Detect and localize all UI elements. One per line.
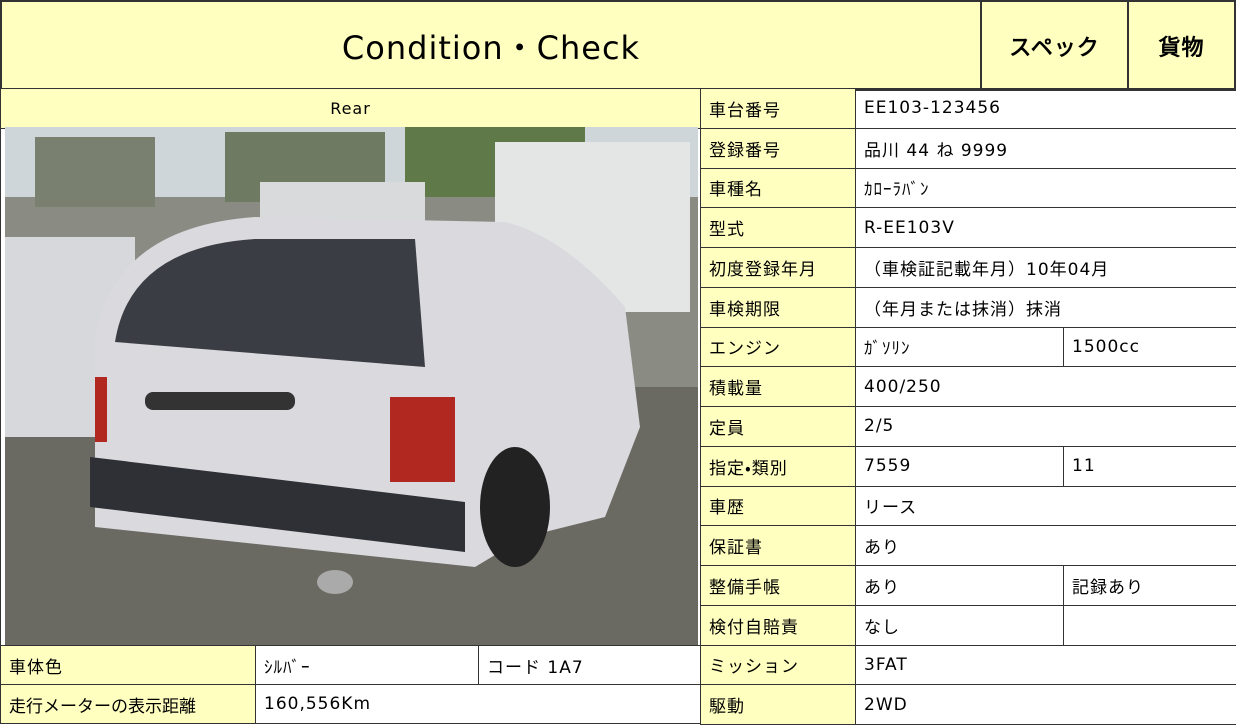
photo-panel: Rear: [0, 88, 701, 129]
photo-caption: Rear: [1, 89, 701, 129]
label: 車歴: [701, 486, 856, 526]
label: 指定・類別: [701, 446, 856, 486]
label: 初度登録年月: [701, 248, 856, 288]
value: 160,556Km: [256, 685, 702, 724]
tab[interactable]: スペック: [981, 1, 1128, 90]
value: R-EE103V: [856, 208, 1236, 248]
value: ｼﾙﾊﾞｰ: [256, 646, 479, 685]
value: ｶﾞｿﾘﾝ: [856, 327, 1064, 367]
label: 保証書: [701, 526, 856, 566]
value: あり: [856, 566, 1064, 606]
value: [1064, 605, 1236, 645]
photo-frame: [0, 127, 701, 645]
spec-row: 車種名ｶﾛｰﾗﾊﾞﾝ: [701, 168, 1236, 208]
value: 3FAT: [856, 645, 1236, 685]
label: 検付自賠責: [701, 605, 856, 645]
value: コード 1A7: [479, 646, 702, 685]
title: Condition・Check: [1, 1, 981, 90]
value: 7559: [856, 446, 1064, 486]
label: エンジン: [701, 327, 856, 367]
value: 400/250: [856, 367, 1236, 407]
label: 車検期限: [701, 287, 856, 327]
label: 車台番号: [701, 89, 856, 129]
value: （年月または抹消）抹消: [856, 287, 1236, 327]
value: （車検証記載年月）10年04月: [856, 248, 1236, 288]
value: 2/5: [856, 407, 1236, 447]
label: 整備手帳: [701, 566, 856, 606]
tab[interactable]: 貨物: [1128, 1, 1235, 90]
value: ｶﾛｰﾗﾊﾞﾝ: [856, 168, 1236, 208]
value: リース: [856, 486, 1236, 526]
label: 車種名: [701, 168, 856, 208]
spec-row: 整備手帳あり記録あり: [701, 566, 1236, 606]
spec-row: 検付自賠責なし: [701, 605, 1236, 645]
spec-row: 保証書あり: [701, 526, 1236, 566]
value: 1500cc: [1064, 327, 1236, 367]
value: EE103-123456: [856, 89, 1236, 129]
value: 2WD: [856, 685, 1236, 725]
spec-row: 車検期限（年月または抹消）抹消: [701, 287, 1236, 327]
value: 記録あり: [1064, 566, 1236, 606]
label: 積載量: [701, 367, 856, 407]
value: 11: [1064, 446, 1236, 486]
label: 定員: [701, 407, 856, 447]
header: Condition・Check スペック 貨物: [0, 0, 1236, 91]
label: 駆動: [701, 685, 856, 725]
label: 走行メーターの表示距離: [1, 685, 256, 724]
value: あり: [856, 526, 1236, 566]
value: 品川 44 ね 9999: [856, 128, 1236, 168]
value: なし: [856, 605, 1064, 645]
spec-row: 初度登録年月（車検証記載年月）10年04月: [701, 248, 1236, 288]
label: 車体色: [1, 646, 256, 685]
label: 型式: [701, 208, 856, 248]
label: ミッション: [701, 645, 856, 685]
spec-row: 登録番号品川 44 ね 9999: [701, 128, 1236, 168]
label: 登録番号: [701, 128, 856, 168]
spec-row: 車歴リース: [701, 486, 1236, 526]
car-photo: [5, 127, 698, 645]
